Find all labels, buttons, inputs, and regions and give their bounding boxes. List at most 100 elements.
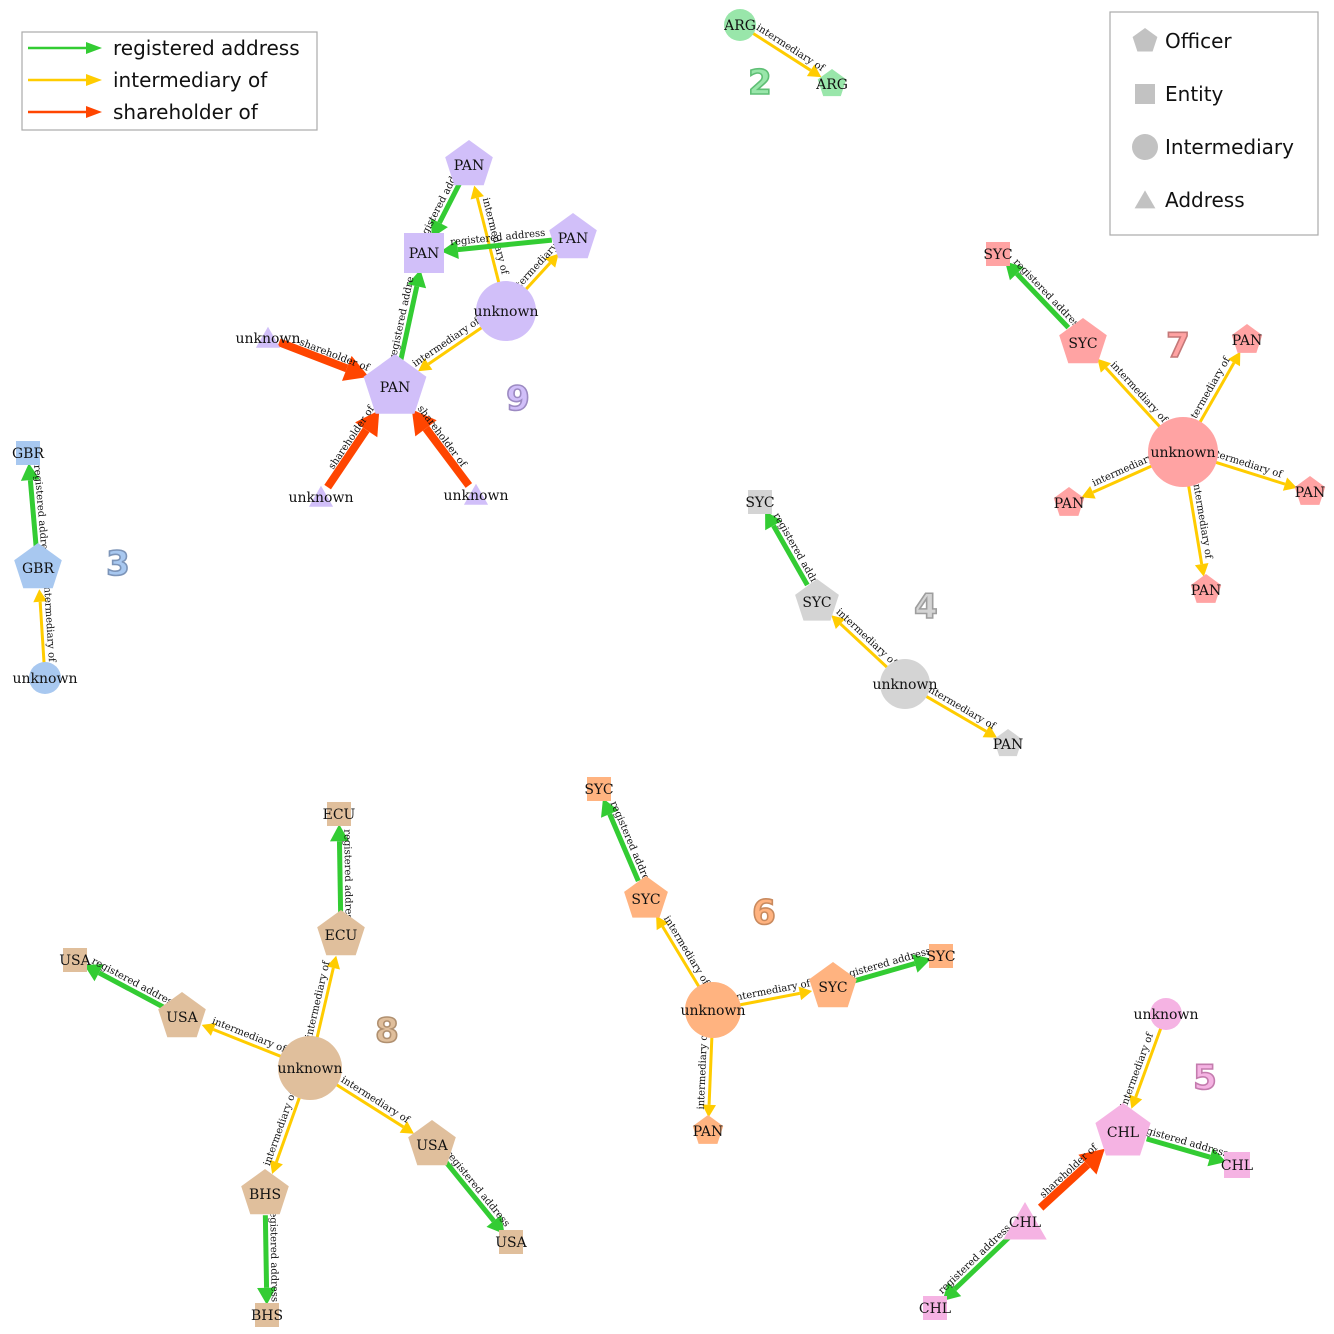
- edge-intermediary-of-8-3: intermediary of: [201, 1016, 289, 1060]
- edge-shareholder-of-9-8: shareholder of: [411, 404, 473, 488]
- legend-label: Address: [1165, 188, 1245, 212]
- circle-node-shape: [278, 1036, 342, 1100]
- square-node-shape: [929, 944, 953, 968]
- legend-item-intermediary: Intermediary: [1132, 134, 1294, 160]
- node-pentagon-pan[interactable]: PAN: [1232, 324, 1263, 353]
- node-circle-unknown[interactable]: unknown: [681, 982, 746, 1038]
- edge-intermediary-of-6-2: intermediary of: [732, 978, 813, 1007]
- node-triangle-unknown[interactable]: unknown: [236, 326, 301, 348]
- node-circle-unknown[interactable]: unknown: [278, 1036, 343, 1100]
- pentagon-node-shape: [624, 876, 668, 918]
- node-pentagon-syc[interactable]: SYC: [809, 962, 857, 1008]
- edge-registered-address-5-3: registered address: [937, 1223, 1013, 1301]
- legend-item-entity: Entity: [1135, 82, 1224, 106]
- node-triangle-chl[interactable]: CHL: [1003, 1202, 1047, 1240]
- edge-registered-address-7-0: registered addres: [1005, 257, 1081, 330]
- node-pentagon-ecu[interactable]: ECU: [317, 910, 365, 956]
- node-pentagon-pan[interactable]: PAN: [1054, 487, 1085, 516]
- square-node-shape: [327, 802, 351, 826]
- pentagon-node-shape: [692, 1115, 724, 1144]
- node-square-bhs[interactable]: BHS: [251, 1303, 283, 1327]
- node-circle-unknown[interactable]: unknown: [1134, 998, 1199, 1030]
- edge-label: intermediary of: [1184, 354, 1233, 429]
- node-square-gbr[interactable]: GBR: [12, 441, 44, 465]
- circle-node-shape: [724, 9, 756, 41]
- triangle-node-shape: [1003, 1202, 1047, 1240]
- node-pentagon-arg[interactable]: ARG: [815, 69, 848, 97]
- node-square-syc[interactable]: SYC: [926, 944, 956, 968]
- node-square-syc[interactable]: SYC: [983, 242, 1013, 266]
- pentagon-node-shape: [1059, 318, 1107, 364]
- node-pentagon-pan[interactable]: PAN: [1295, 476, 1326, 505]
- edge-registered-address-8-7: registered address: [257, 1207, 280, 1305]
- edge-label: registered addres: [1011, 257, 1081, 330]
- edge-intermediary-of-6-1: intermediary of: [656, 914, 712, 991]
- node-label: SYC: [631, 892, 660, 908]
- square-icon: [1135, 84, 1155, 104]
- circle-node-shape: [1150, 998, 1182, 1030]
- node-pentagon-pan[interactable]: PAN: [993, 729, 1024, 757]
- node-label: unknown: [681, 1003, 746, 1019]
- node-square-pan[interactable]: PAN: [404, 233, 444, 273]
- node-triangle-unknown[interactable]: unknown: [444, 483, 509, 505]
- node-label: USA: [495, 1235, 527, 1251]
- node-pentagon-usa[interactable]: USA: [408, 1120, 456, 1166]
- node-label: PAN: [409, 246, 440, 262]
- node-square-syc[interactable]: SYC: [745, 490, 775, 514]
- legend-label: intermediary of: [113, 68, 268, 92]
- circle-node-shape: [1148, 417, 1218, 487]
- edge-registered-address-3-0: registered addres: [20, 463, 50, 555]
- node-label: CHL: [1009, 1215, 1041, 1231]
- edge-label: intermediary of: [696, 1029, 710, 1109]
- shape-legend: Officer Entity Intermediary Address: [1109, 11, 1319, 236]
- node-pentagon-bhs[interactable]: BHS: [241, 1169, 289, 1215]
- node-label: ARG: [815, 77, 848, 93]
- edge-label: intermediary of: [661, 914, 712, 988]
- node-pentagon-syc[interactable]: SYC: [1059, 318, 1107, 364]
- node-square-usa[interactable]: USA: [59, 948, 92, 972]
- node-pentagon-pan[interactable]: PAN: [1191, 574, 1222, 603]
- pentagon-node-shape: [408, 1120, 456, 1166]
- edge-registered-address-8-5: registered address: [443, 1148, 512, 1235]
- node-square-chl[interactable]: CHL: [919, 1296, 951, 1320]
- node-pentagon-pan[interactable]: PAN: [549, 213, 597, 259]
- node-pentagon-usa[interactable]: USA: [158, 992, 206, 1038]
- legend-label: Intermediary: [1165, 135, 1294, 159]
- node-pentagon-syc[interactable]: SYC: [795, 579, 839, 621]
- node-circle-arg[interactable]: ARG: [723, 9, 756, 41]
- cluster-number-3: 3: [106, 544, 130, 584]
- edge-label: registered address: [443, 1148, 512, 1229]
- node-pentagon-pan[interactable]: PAN: [363, 354, 427, 414]
- node-pentagon-pan[interactable]: PAN: [693, 1115, 724, 1144]
- legend-label: registered address: [113, 36, 300, 60]
- node-circle-unknown[interactable]: unknown: [13, 662, 78, 694]
- pentagon-node-shape: [809, 962, 857, 1008]
- edge-intermediary-of-7-2: intermediary of: [1184, 351, 1241, 429]
- node-pentagon-chl[interactable]: CHL: [1095, 1103, 1151, 1156]
- node-label: unknown: [236, 331, 301, 347]
- node-circle-unknown[interactable]: unknown: [1148, 417, 1218, 487]
- pentagon-node-shape: [549, 213, 597, 259]
- node-pentagon-gbr[interactable]: GBR: [14, 543, 62, 589]
- node-square-usa[interactable]: USA: [495, 1230, 528, 1254]
- node-pentagon-pan[interactable]: PAN: [445, 140, 493, 186]
- edge-registered-address-5-1: registered address: [1135, 1123, 1229, 1167]
- edge-intermediary-of-5-0: intermediary of: [1119, 1026, 1163, 1109]
- edge-label: intermediary of: [411, 315, 483, 369]
- cluster-labels-layer: 2 3 4 5 6 7 8 9: [105, 62, 1217, 1099]
- node-square-syc[interactable]: SYC: [584, 777, 614, 801]
- node-square-chl[interactable]: CHL: [1221, 1152, 1253, 1178]
- node-pentagon-syc[interactable]: SYC: [624, 876, 668, 918]
- node-label: PAN: [1054, 496, 1085, 512]
- edge-intermediary-of-7-3: intermediary: [1081, 452, 1157, 499]
- node-triangle-unknown[interactable]: unknown: [289, 485, 354, 507]
- node-label: unknown: [13, 671, 78, 687]
- node-label: PAN: [380, 380, 411, 396]
- node-label: SYC: [745, 495, 774, 511]
- node-square-ecu[interactable]: ECU: [323, 802, 356, 826]
- pentagon-node-shape: [158, 992, 206, 1038]
- node-label: unknown: [474, 304, 539, 320]
- node-circle-unknown[interactable]: unknown: [474, 281, 539, 341]
- cluster-number-9: 9: [506, 379, 530, 419]
- node-circle-unknown[interactable]: unknown: [873, 659, 938, 709]
